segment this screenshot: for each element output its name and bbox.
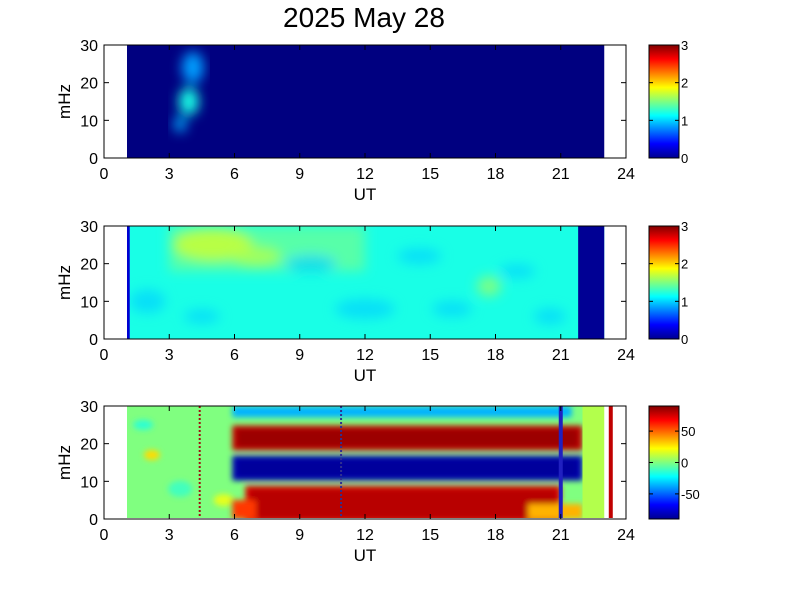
early-texture [133,406,572,507]
x-ticks: 0 3 6 9 12 15 18 21 24 [100,45,635,183]
spectrogram-image [127,226,605,339]
y-tick-label: 10 [80,474,98,491]
x-axis-label: UT [354,185,377,204]
x-tick-label: 0 [100,347,109,364]
colorbar-tick-label: 50 [681,424,695,439]
colorbar-frame [648,44,680,159]
colorbar: 0 1 2 3 [648,38,688,166]
x-tick-label: 6 [230,166,239,183]
colorbar-tick-label: 2 [681,76,688,91]
colorbar-frame [648,225,680,340]
x-axis-label: UT [354,546,377,565]
y-tick-label: 20 [80,257,98,274]
x-tick-label: 3 [165,527,174,544]
colorbar-gradient [649,45,679,158]
no-data-block [578,226,605,339]
colorbar-gradient [649,406,679,519]
x-ticks: 0 3 6 9 12 15 18 21 24 [100,406,635,544]
colorbar-tick-label: 1 [681,294,688,309]
x-tick-label: 15 [421,166,439,183]
page-title: 2025 May 28 [283,2,445,33]
x-tick-label: 3 [165,166,174,183]
x-tick-label: 9 [295,166,304,183]
data-region [127,45,605,158]
flag-line-1 [608,406,613,518]
spectrogram-image [127,45,605,158]
colorbar-tick-label: 0 [681,332,688,347]
late-block [582,406,605,518]
colorbar-tick-label: -50 [681,487,700,502]
x-tick-label: 18 [487,527,505,544]
x-tick-label: 21 [552,347,570,364]
y-tick-label: 10 [80,113,98,130]
y-ticks: 0 10 20 30 [80,219,626,349]
x-tick-label: 0 [100,166,109,183]
y-tick-label: 30 [80,38,98,55]
colorbar-tick-label: 0 [681,151,688,166]
x-tick-label: 15 [421,347,439,364]
x-ticks: 0 3 6 9 12 15 18 21 24 [100,226,635,364]
colorbar-tick-label: 2 [681,257,688,272]
x-tick-label: 12 [356,347,374,364]
y-axis-label: mHz [55,84,74,119]
y-tick-label: 30 [80,219,98,236]
x-tick-label: 21 [552,166,570,183]
colorbar-tick-label: 1 [681,113,688,128]
y-tick-label: 30 [80,399,98,416]
colorbar: 0 1 2 3 [648,219,688,347]
colorbar-tick-label: 0 [681,456,688,471]
colorbar: 50 0 -50 [648,405,700,520]
y-tick-label: 0 [89,151,98,168]
x-tick-label: 9 [295,347,304,364]
x-tick-label: 18 [487,347,505,364]
y-ticks: 0 10 20 30 [80,38,626,168]
colorbar-tick-label: 3 [681,219,688,234]
y-tick-label: 0 [89,512,98,529]
band-2 [236,458,579,478]
spectrogram-image [127,406,613,518]
panel-3: 0 3 6 9 12 15 18 21 24 UT 0 10 20 30 mHz 50 0 -50 [55,399,700,565]
phase-bands [232,425,583,518]
x-tick-label: 6 [230,347,239,364]
y-ticks: 0 10 20 30 [80,399,626,529]
marker-line-3 [558,406,563,518]
x-tick-label: 18 [487,166,505,183]
power-enhancement [174,51,204,133]
x-tick-label: 24 [617,347,635,364]
colorbar-tick-label: 3 [681,38,688,53]
y-tick-label: 20 [80,437,98,454]
x-axis-label: UT [354,366,377,385]
y-axis-label: mHz [55,445,74,480]
colorbar-gradient [649,226,679,339]
x-tick-label: 9 [295,527,304,544]
x-tick-label: 12 [356,527,374,544]
band-3 [249,488,557,518]
x-tick-label: 24 [617,527,635,544]
x-tick-label: 12 [356,166,374,183]
x-tick-label: 6 [230,527,239,544]
x-tick-label: 15 [421,527,439,544]
x-tick-label: 24 [617,166,635,183]
x-tick-label: 0 [100,527,109,544]
x-tick-label: 3 [165,347,174,364]
power-texture [129,226,566,325]
y-tick-label: 10 [80,294,98,311]
y-tick-label: 20 [80,76,98,93]
y-tick-label: 0 [89,332,98,349]
x-tick-label: 21 [552,527,570,544]
band-1 [236,428,579,448]
y-axis-label: mHz [55,265,74,300]
data-edge [127,226,130,339]
